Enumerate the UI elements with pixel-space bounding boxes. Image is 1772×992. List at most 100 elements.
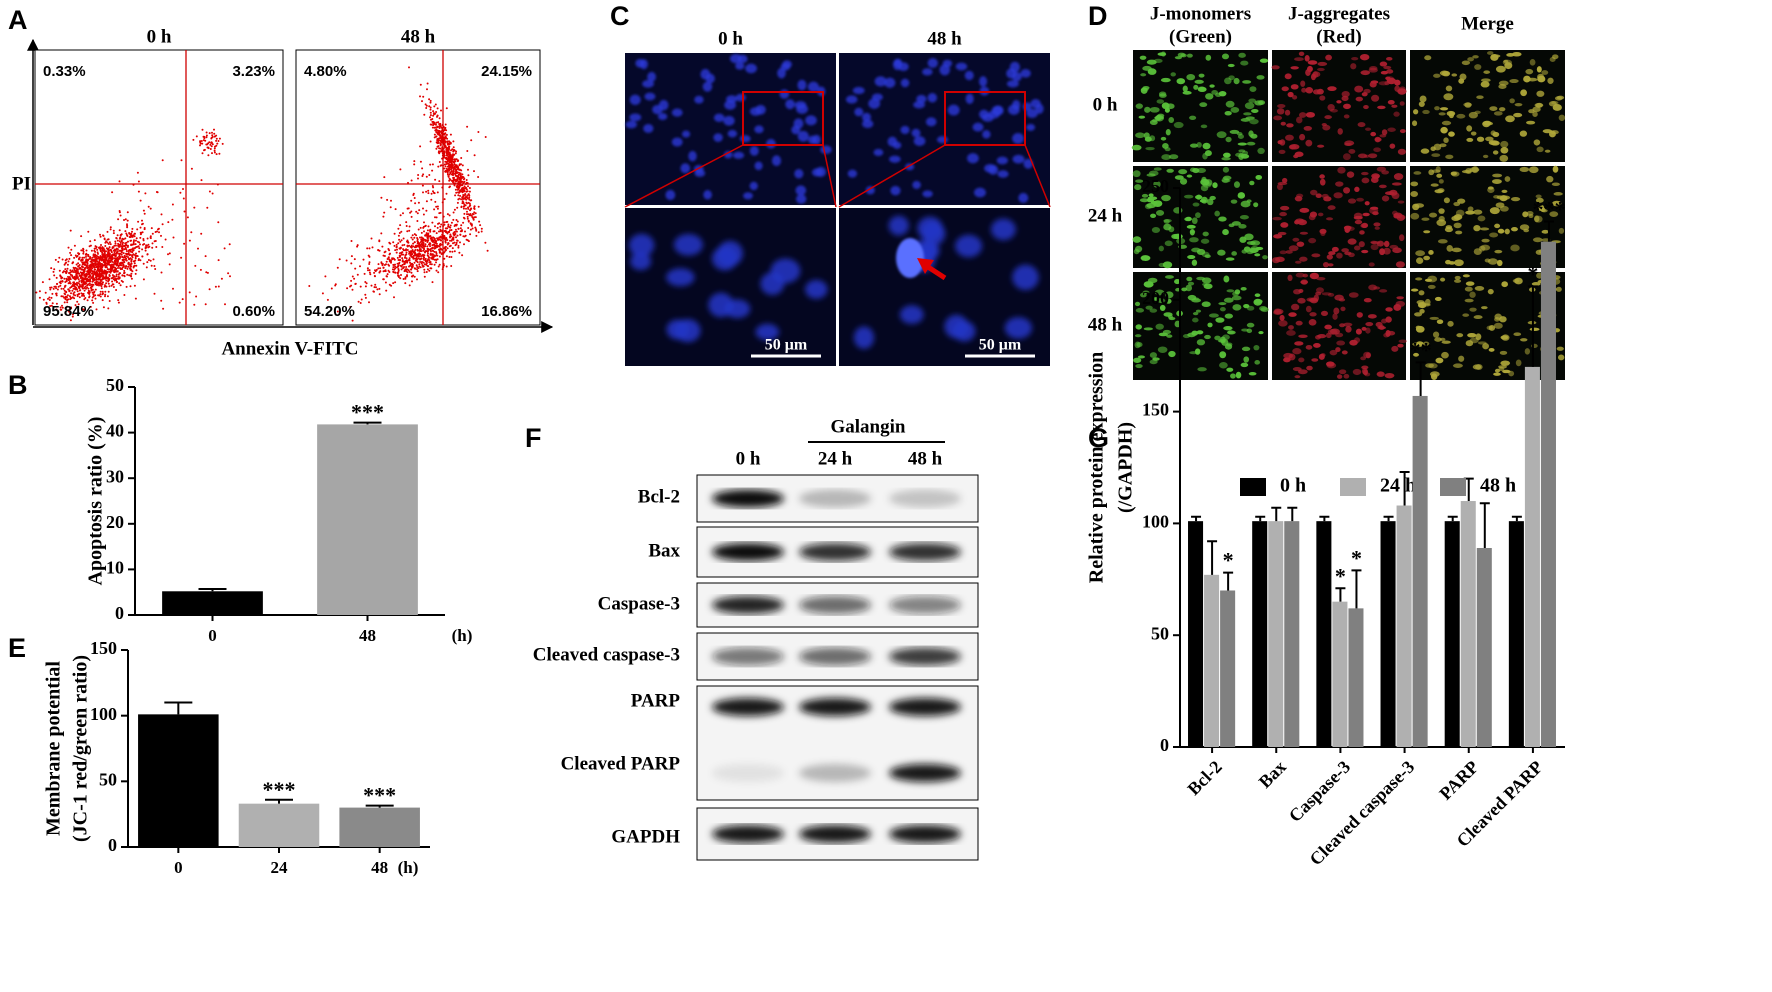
flow-dot [114, 269, 117, 272]
flow-dot [102, 275, 105, 278]
flow-dot [432, 255, 435, 258]
flow-dot [444, 169, 447, 172]
cell [1243, 356, 1250, 363]
image-column-title: J-monomers [1150, 3, 1251, 24]
flow-dot [400, 274, 402, 276]
flow-dot [425, 107, 428, 109]
flow-dot [87, 291, 90, 294]
flow-dot [439, 225, 442, 228]
flow-dot [193, 303, 196, 306]
cell [1453, 222, 1462, 229]
cell [1134, 301, 1141, 307]
flow-dot [437, 151, 440, 154]
flow-dot [396, 256, 399, 259]
flow-dot [450, 149, 452, 152]
flow-dot [435, 121, 438, 124]
flow-dot [455, 241, 458, 244]
significance-label: ** [1410, 337, 1432, 362]
flow-dot [379, 267, 382, 270]
blot-bands [712, 596, 961, 614]
zoom-line [822, 144, 837, 208]
flow-dot [351, 288, 354, 291]
cell [1246, 250, 1254, 255]
flow-dot [50, 286, 53, 289]
cell [1282, 177, 1288, 184]
flow-dot [75, 263, 78, 266]
flow-dot [356, 245, 359, 248]
significance-label: * [1527, 261, 1538, 286]
flow-dot [114, 260, 117, 263]
flow-dot [109, 261, 112, 264]
nucleus [766, 138, 776, 149]
flow-dot [433, 263, 436, 266]
flow-dot [68, 306, 71, 309]
flow-dot [70, 292, 72, 295]
cell [1355, 96, 1363, 102]
flow-dot [406, 245, 409, 248]
nucleus [1026, 108, 1038, 118]
flow-dot [58, 256, 61, 259]
cell [1145, 146, 1155, 151]
cell [1438, 215, 1445, 222]
cell [1133, 357, 1142, 363]
flow-dot [105, 282, 108, 285]
flow-dot [200, 232, 203, 235]
cell [1230, 106, 1240, 113]
cell [1254, 293, 1261, 297]
cell [1423, 230, 1431, 234]
flow-dot [72, 266, 75, 269]
cell [1328, 251, 1336, 256]
flow-dot [447, 175, 450, 178]
flow-dot [96, 251, 99, 254]
cell [1446, 245, 1453, 252]
flow-dot [404, 282, 407, 285]
cell [1150, 200, 1158, 205]
flow-dot [406, 249, 409, 251]
nucleus [749, 181, 758, 191]
flow-dot [90, 259, 93, 261]
bar [1316, 521, 1332, 747]
flow-dot [382, 254, 385, 257]
image-column-title: J-aggregates [1288, 3, 1390, 24]
flow-dot [408, 66, 410, 69]
flow-dot [141, 248, 144, 251]
flow-dot [204, 255, 207, 258]
cell [1422, 341, 1430, 346]
cell [1256, 75, 1265, 80]
cell [1551, 182, 1560, 187]
flow-dot [135, 264, 138, 267]
flow-dot [419, 145, 422, 148]
y-axis-label: (/GAPDH) [1115, 422, 1137, 513]
cell [1481, 306, 1488, 310]
flow-dot [419, 236, 421, 239]
flow-dot [448, 229, 451, 232]
cell [1299, 133, 1306, 141]
flow-dot [100, 258, 103, 261]
flow-dot [464, 196, 467, 198]
flow-dot [105, 279, 108, 282]
flow-dot [91, 288, 94, 291]
flow-dot [444, 241, 447, 244]
cell [1212, 182, 1218, 189]
flow-dot [430, 267, 433, 270]
flow-dot [426, 237, 429, 240]
flow-dot [116, 277, 119, 280]
zoom-line [624, 144, 744, 208]
flow-dot [439, 239, 442, 242]
cell [1294, 57, 1304, 62]
cell [1189, 237, 1199, 243]
x-tick-label: PARP [1435, 757, 1482, 804]
flow-dot [202, 139, 205, 142]
cell [1428, 169, 1435, 176]
flow-dot [455, 175, 458, 178]
cell [1368, 262, 1375, 267]
flow-dot [111, 265, 113, 268]
flow-dot [470, 199, 473, 202]
flow-dot [118, 277, 121, 280]
nucleus [852, 86, 865, 95]
bar [1396, 505, 1412, 747]
cell [1137, 355, 1146, 359]
flow-dot [82, 252, 85, 255]
flow-dot [445, 163, 448, 165]
flow-dot [91, 256, 94, 259]
